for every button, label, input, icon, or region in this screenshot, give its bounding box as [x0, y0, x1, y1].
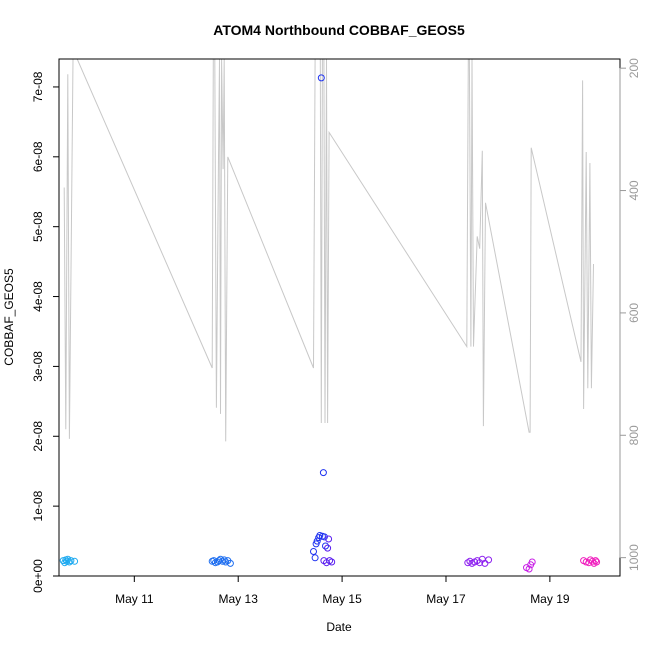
data-point: [67, 557, 75, 565]
y-axis: 0e+00 1e-08 2e-08 3e-08 4e-08 5e-08 6e-08 7e-08: [31, 71, 59, 593]
y2-tick-label: 1000: [627, 544, 641, 571]
data-point: [320, 533, 328, 541]
y-tick-label: 0e+00: [31, 559, 45, 593]
y2-tick-label: 400: [627, 180, 641, 200]
data-point: [313, 537, 321, 545]
data-point: [317, 74, 325, 82]
y-tick-label: 7e-08: [31, 71, 45, 102]
data-point: [217, 555, 224, 563]
y-tick-label: 2e-08: [31, 421, 45, 452]
data-point: [481, 559, 489, 567]
data-point: [328, 558, 336, 566]
data-point: [71, 557, 79, 565]
data-point: [65, 558, 73, 566]
y-tick-label: 1e-08: [31, 490, 45, 521]
data-points: [59, 74, 601, 573]
x-tick-label: May 17: [426, 592, 466, 606]
chart-title: ATOM4 Northbound COBBAF_GEOS5: [213, 22, 465, 38]
x-tick-label: May 15: [322, 592, 362, 606]
data-point: [593, 558, 601, 566]
data-point: [485, 556, 493, 564]
data-point: [310, 548, 317, 555]
x-tick-label: May 13: [219, 592, 259, 606]
data-point: [220, 556, 228, 564]
secondary-y-axis: 200 400 600 800 1000: [619, 58, 641, 571]
data-point: [325, 535, 333, 543]
y-tick-label: 4e-08: [31, 281, 45, 312]
data-point: [592, 557, 600, 565]
y2-tick-label: 200: [627, 58, 641, 78]
data-point: [525, 565, 533, 573]
data-point: [311, 554, 319, 562]
pressure-series: [63, 58, 594, 442]
data-point: [219, 557, 227, 565]
data-point: [322, 542, 329, 550]
y-tick-label: 3e-08: [31, 351, 45, 382]
data-point: [466, 557, 474, 565]
y-tick-label: 6e-08: [31, 141, 45, 172]
y-tick-label: 5e-08: [31, 211, 45, 242]
x-axis-label: Date: [326, 620, 352, 634]
data-point: [319, 469, 327, 477]
pressure-line: [63, 58, 594, 442]
x-tick-label: May 19: [530, 592, 570, 606]
data-point: [210, 557, 218, 565]
data-point: [215, 557, 223, 565]
x-tick-label: May 11: [115, 592, 154, 606]
plot-frame: [58, 58, 621, 577]
data-point: [589, 557, 596, 565]
data-point: [528, 558, 536, 566]
data-point: [324, 544, 332, 552]
data-point: [226, 559, 234, 567]
y2-tick-label: 600: [627, 303, 641, 323]
y-axis-label: COBBAF_GEOS5: [2, 268, 16, 366]
x-axis: May 11 May 13 May 15 May 17 May 19: [115, 576, 570, 606]
y2-tick-label: 800: [627, 425, 641, 445]
